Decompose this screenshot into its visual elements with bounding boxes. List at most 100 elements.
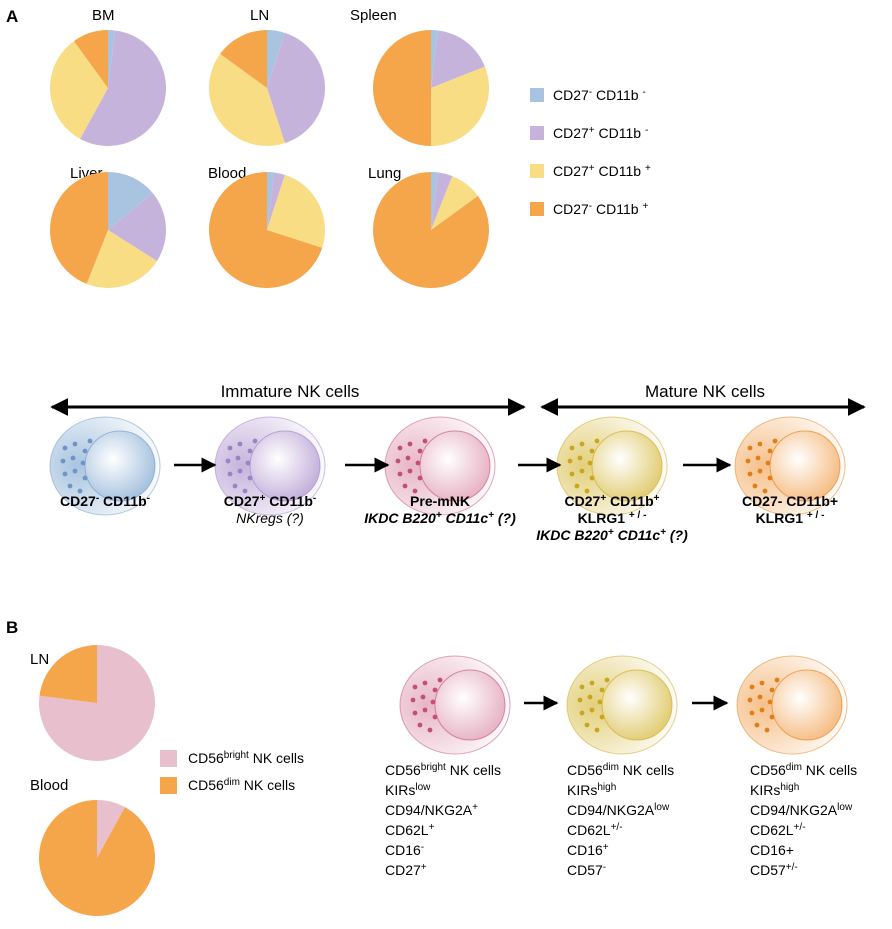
granule [589,448,595,454]
text-part: CD27 [553,163,589,179]
granule [67,483,73,489]
granule [587,694,593,700]
superscript: +/- [786,862,798,873]
granule [749,710,755,716]
pie-slice [431,30,485,88]
granule [407,468,413,474]
legend-label: CD56dim NK cells [188,777,295,794]
cell-label: CD94/NKG2Alow [567,802,670,819]
legend-label: CD27- CD11b + [553,201,648,218]
granule [247,475,253,481]
granule [62,445,68,451]
granule [765,460,771,466]
cell-label: CD27+ CD11b- [224,493,316,510]
granule [422,680,428,686]
pie-title: LN [250,7,269,24]
granule [242,488,248,494]
granule [412,710,418,716]
superscript: low [654,802,670,813]
pie-title: BM [92,7,115,24]
text-part: CD57 [567,862,603,878]
cell-label: CD27+ CD11b+ [565,493,660,510]
cell-label: CD16+ [750,842,794,858]
pie-slice [267,172,285,230]
pie-title: Blood [208,165,246,182]
cell-label: KIRshigh [750,782,799,799]
cell-label: Pre-mNK [410,493,470,509]
granule [574,483,580,489]
text-part: CD56 [188,750,224,766]
granule [412,684,418,690]
pie-slice [372,172,489,288]
granule [579,468,585,474]
text-part: CD56 [385,762,421,778]
granule [70,455,76,461]
granule [577,455,583,461]
text-part: CD27 [553,87,589,103]
pie-slice [39,645,97,703]
granule [232,483,238,489]
granule [417,448,423,454]
granule [72,441,78,447]
text-part: CD57 [750,862,786,878]
granule [752,483,758,489]
stage-label: Immature NK cells [221,382,360,401]
cell-label: KIRshigh [567,782,616,799]
granule [432,714,438,720]
pie-slice [373,30,431,146]
granule [604,677,610,683]
granule [427,727,433,733]
granule [410,697,416,703]
text-part: CD94/NKG2A [750,802,838,818]
pie-slice [220,30,267,88]
text-part: CD27 [224,493,260,509]
superscript: + [421,862,427,873]
cell-label: CD62L+ [385,822,435,839]
cell-label: CD56bright NK cells [385,762,501,779]
granule [579,684,585,690]
cell-nucleus [769,430,841,502]
legend-swatch [530,126,544,140]
cell-nucleus [419,430,491,502]
superscript: + [589,163,595,174]
pie-title: Spleen [350,7,397,24]
text-part: KIRs [385,782,415,798]
superscript: bright [421,762,446,773]
pie-slice [431,172,439,230]
granule [767,448,773,454]
granule [757,694,763,700]
text-part: CD11b [99,493,146,509]
pie-slice [267,172,275,230]
text-part: CD56 [188,777,224,793]
text-part: CD27 [553,125,589,141]
granule [82,448,88,454]
granule [764,727,770,733]
granule [747,445,753,451]
superscript: + / - [807,510,825,521]
granule [579,441,585,447]
text-part: Pre-mNK [410,493,470,509]
text-part: KLRG1 [578,510,629,526]
text-part: (?) [494,510,516,526]
text-part: CD11c [614,527,661,543]
cell-label: IKDC B220+ CD11c+ (?) [364,510,516,527]
superscript: dim [603,762,619,773]
legend-swatch [160,777,177,794]
granule [87,438,93,444]
superscript: +/- [611,822,623,833]
granule [62,471,68,477]
text-part: NK cells [446,762,501,778]
cell-nucleus [84,430,156,502]
granule [767,699,773,705]
granule [407,441,413,447]
granule [420,694,426,700]
text-part: CD27- CD11b+ [742,493,838,509]
superscript: + [429,822,435,833]
granule [245,460,251,466]
granule [415,460,421,466]
text-part: CD27 [565,493,601,509]
granule [569,471,575,477]
granule [757,468,763,474]
granule [587,460,593,466]
text-part: CD16 [385,842,421,858]
